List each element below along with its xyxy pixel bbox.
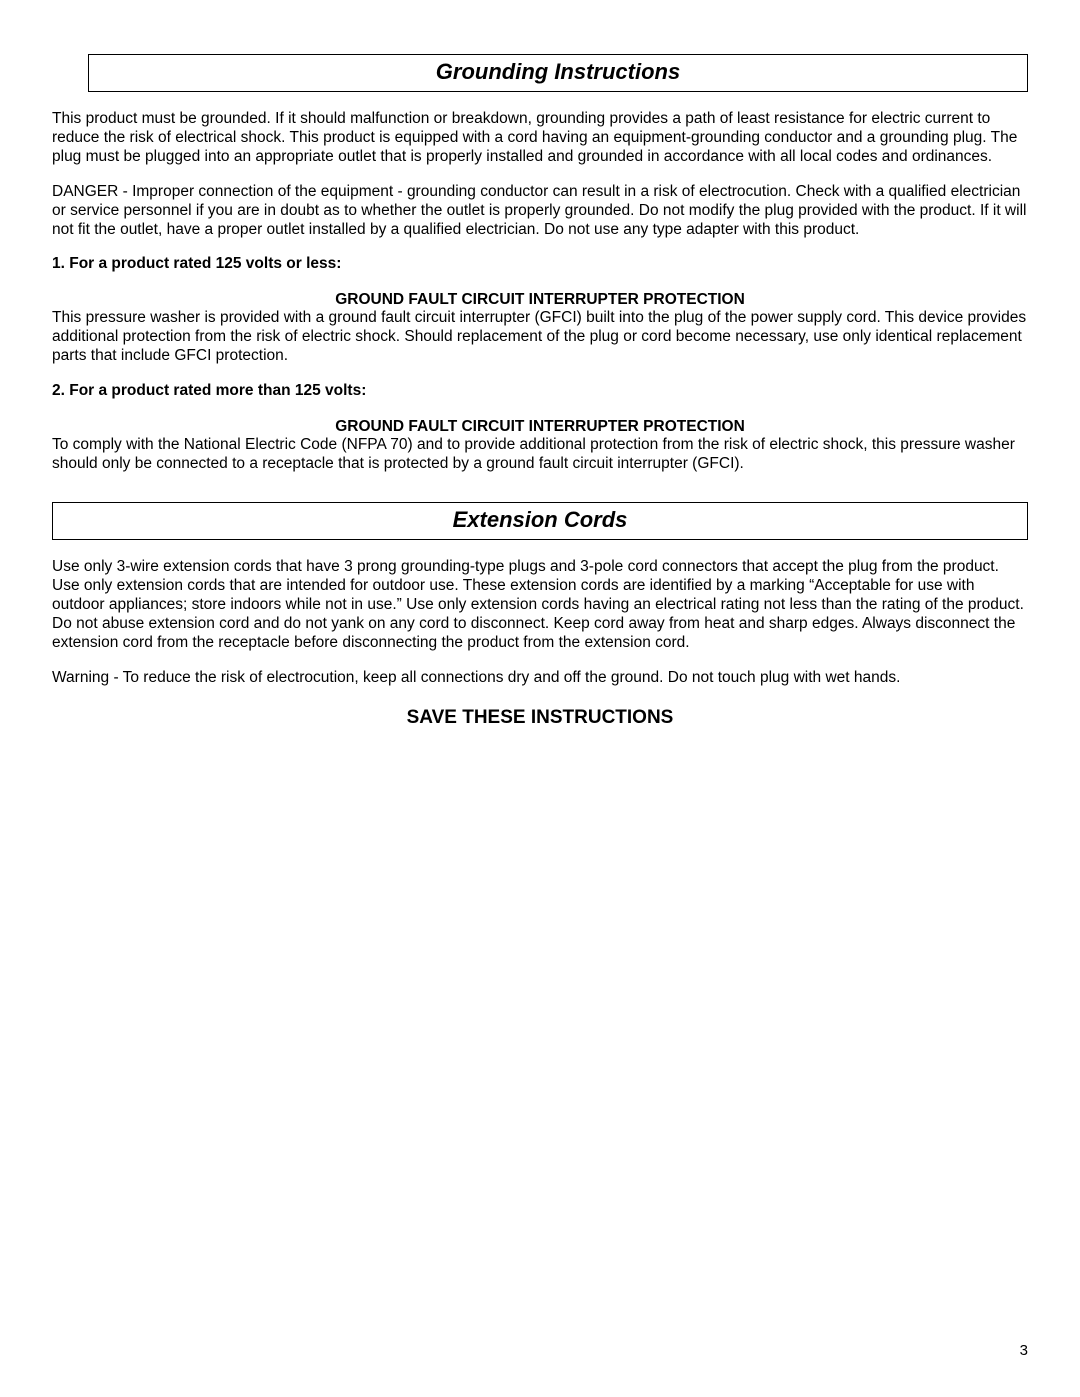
grounding-item2-heading: 2. For a product rated more than 125 vol… [52,382,1028,400]
extension-para-2: Warning - To reduce the risk of electroc… [52,669,1028,688]
save-instructions: SAVE THESE INSTRUCTIONS [52,707,1028,729]
grounding-item2-subhead: GROUND FAULT CIRCUIT INTERRUPTER PROTECT… [52,418,1028,436]
section-header-grounding: Grounding Instructions [88,54,1028,92]
grounding-item1-subhead: GROUND FAULT CIRCUIT INTERRUPTER PROTECT… [52,291,1028,309]
grounding-item1-heading: 1. For a product rated 125 volts or less… [52,255,1028,273]
page-number: 3 [1020,1342,1028,1359]
grounding-item1-body: This pressure washer is provided with a … [52,309,1028,366]
grounding-item2-body: To comply with the National Electric Cod… [52,436,1028,474]
extension-para-1: Use only 3-wire extension cords that hav… [52,558,1028,653]
section-header-extension-cords: Extension Cords [52,502,1028,540]
grounding-para-2: DANGER - Improper connection of the equi… [52,183,1028,240]
grounding-para-1: This product must be grounded. If it sho… [52,110,1028,167]
